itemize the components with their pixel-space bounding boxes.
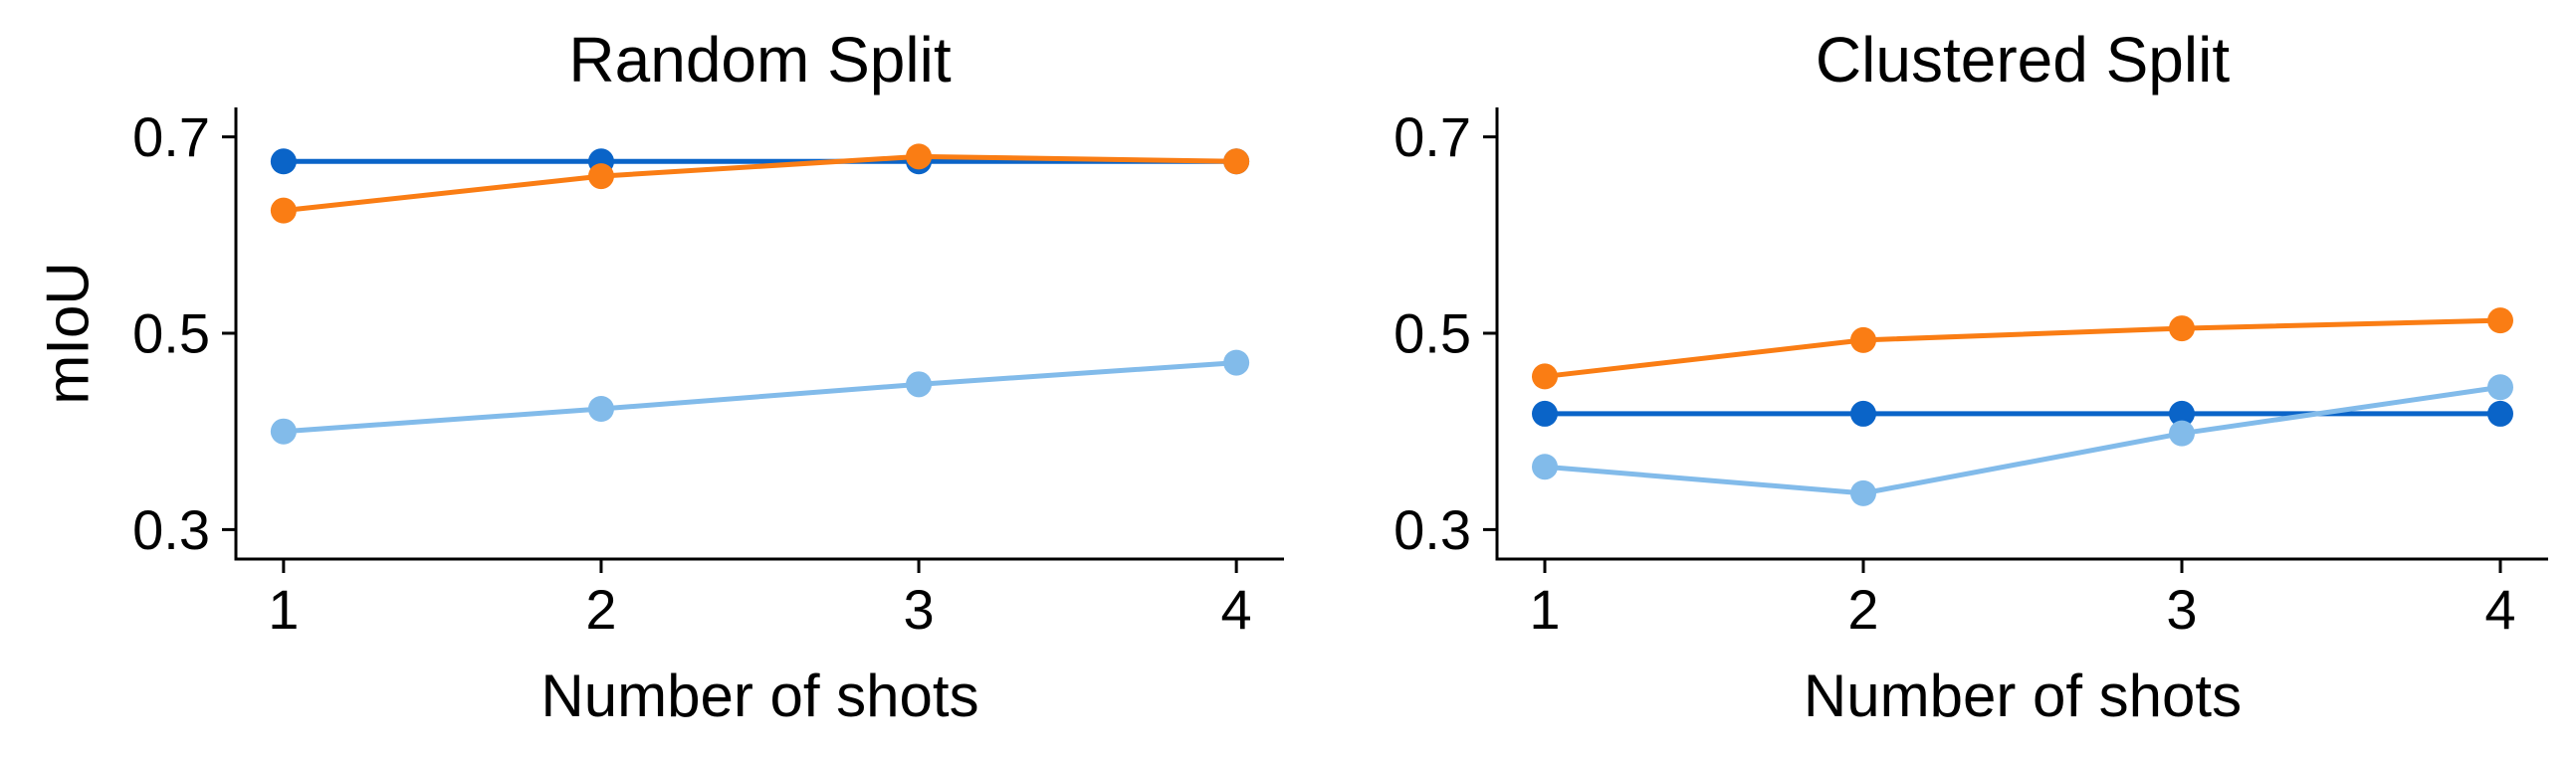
axes-spines — [1495, 107, 2548, 561]
data-point — [1532, 454, 1558, 480]
x-axis-label: Number of shots — [540, 663, 978, 729]
data-point — [270, 418, 297, 445]
data-point — [906, 371, 933, 398]
data-point — [587, 395, 614, 422]
y-ticks: 0.3 0.5 0.7 — [1394, 105, 1497, 561]
y-tick-label: 0.7 — [1394, 105, 1471, 168]
series-line-2 — [281, 360, 1239, 435]
series-line-2 — [1542, 384, 2503, 496]
series-group — [270, 143, 1250, 445]
x-tick-label: 1 — [1529, 578, 1560, 641]
chart-panel-random-split: Random Split mIoU Number of shots 0.3 0.5… — [35, 24, 1284, 729]
x-tick-label: 2 — [1847, 578, 1878, 641]
y-axis-label: mIoU — [35, 262, 102, 404]
data-point — [2487, 374, 2513, 401]
chart-title: Random Split — [568, 24, 951, 95]
x-ticks: 1 2 3 4 — [268, 559, 1252, 641]
series-group — [1532, 307, 2513, 506]
x-tick-label: 4 — [1221, 578, 1252, 641]
data-point — [1850, 326, 1876, 353]
chart-panel-clustered-split: Clustered Split Number of shots 0.30.50.… — [1394, 24, 2548, 729]
data-point — [1532, 400, 1558, 427]
series-line-1 — [281, 153, 1239, 214]
data-point — [2169, 420, 2195, 447]
data-point — [270, 197, 297, 224]
data-point — [1850, 479, 1876, 506]
x-axis-label: Number of shots — [1804, 663, 2242, 729]
x-ticks: 1 2 3 4 — [1529, 559, 2516, 641]
data-point — [1850, 400, 1876, 427]
data-point — [2169, 400, 2195, 427]
data-point — [2169, 315, 2195, 342]
x-tick-label: 3 — [2166, 578, 2197, 641]
data-point — [906, 143, 933, 170]
x-tick-label: 2 — [585, 578, 616, 641]
y-tick-label: 0.5 — [1394, 302, 1471, 365]
data-point — [270, 148, 297, 175]
data-point — [1223, 148, 1250, 175]
y-tick-label: 0.3 — [1394, 498, 1471, 561]
y-tick-label: 0.5 — [132, 302, 210, 365]
data-point — [1532, 363, 1558, 390]
chart-title: Clustered Split — [1816, 24, 2230, 95]
axes-spines — [234, 107, 1284, 561]
y-ticks: 0.3 0.5 0.7 — [132, 105, 236, 561]
y-tick-label: 0.7 — [132, 105, 210, 168]
x-tick-label: 1 — [268, 578, 299, 641]
data-point — [587, 163, 614, 190]
x-tick-label: 3 — [903, 578, 934, 641]
x-tick-label: 4 — [2484, 578, 2515, 641]
y-tick-label: 0.3 — [132, 498, 210, 561]
data-point — [2487, 400, 2513, 427]
data-point — [1223, 349, 1250, 376]
data-point — [2487, 307, 2513, 334]
series-line-1 — [1542, 317, 2503, 379]
